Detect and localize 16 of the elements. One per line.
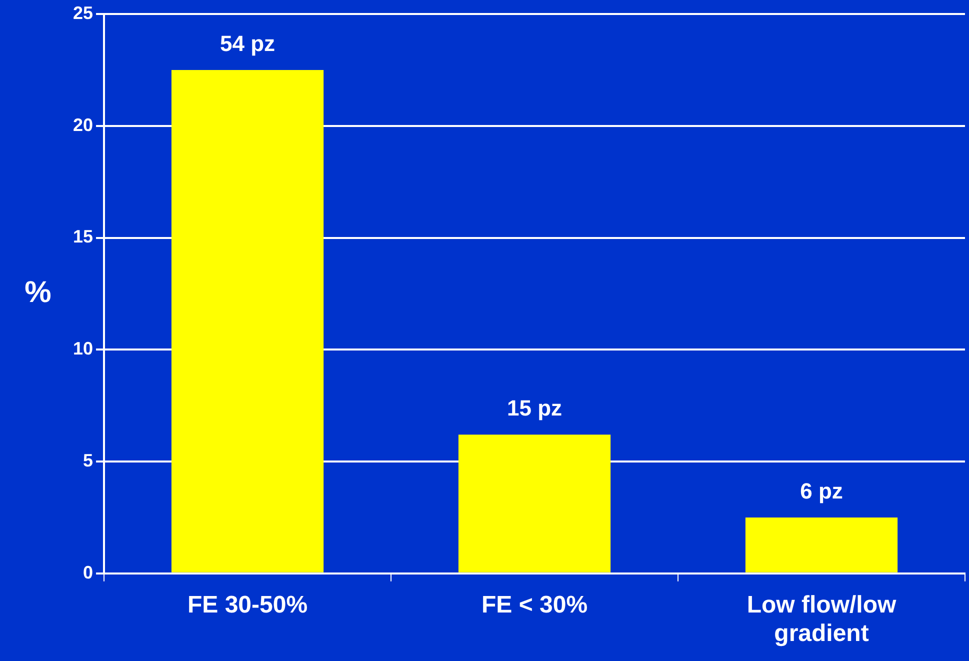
bar bbox=[458, 434, 611, 572]
x-tick-label: Low flow/low gradient bbox=[746, 591, 896, 648]
bar bbox=[171, 70, 324, 572]
x-tick-label: FE < 30% bbox=[481, 591, 588, 618]
annotation: 15 pz bbox=[506, 396, 562, 421]
annotation: 54 pz bbox=[220, 31, 276, 56]
y-axis-title: % bbox=[24, 276, 52, 309]
x-tick-label: FE 30-50% bbox=[187, 591, 308, 618]
y-tick-label: 25 bbox=[72, 2, 94, 23]
annotation: 6 pz bbox=[800, 478, 843, 504]
bar bbox=[745, 517, 898, 572]
y-tick-label: 5 bbox=[83, 450, 94, 470]
y-tick-label: 20 bbox=[72, 114, 94, 135]
y-tick-label: 15 bbox=[72, 226, 94, 247]
y-tick-label: 0 bbox=[83, 562, 94, 582]
y-tick-label: 10 bbox=[72, 338, 94, 359]
